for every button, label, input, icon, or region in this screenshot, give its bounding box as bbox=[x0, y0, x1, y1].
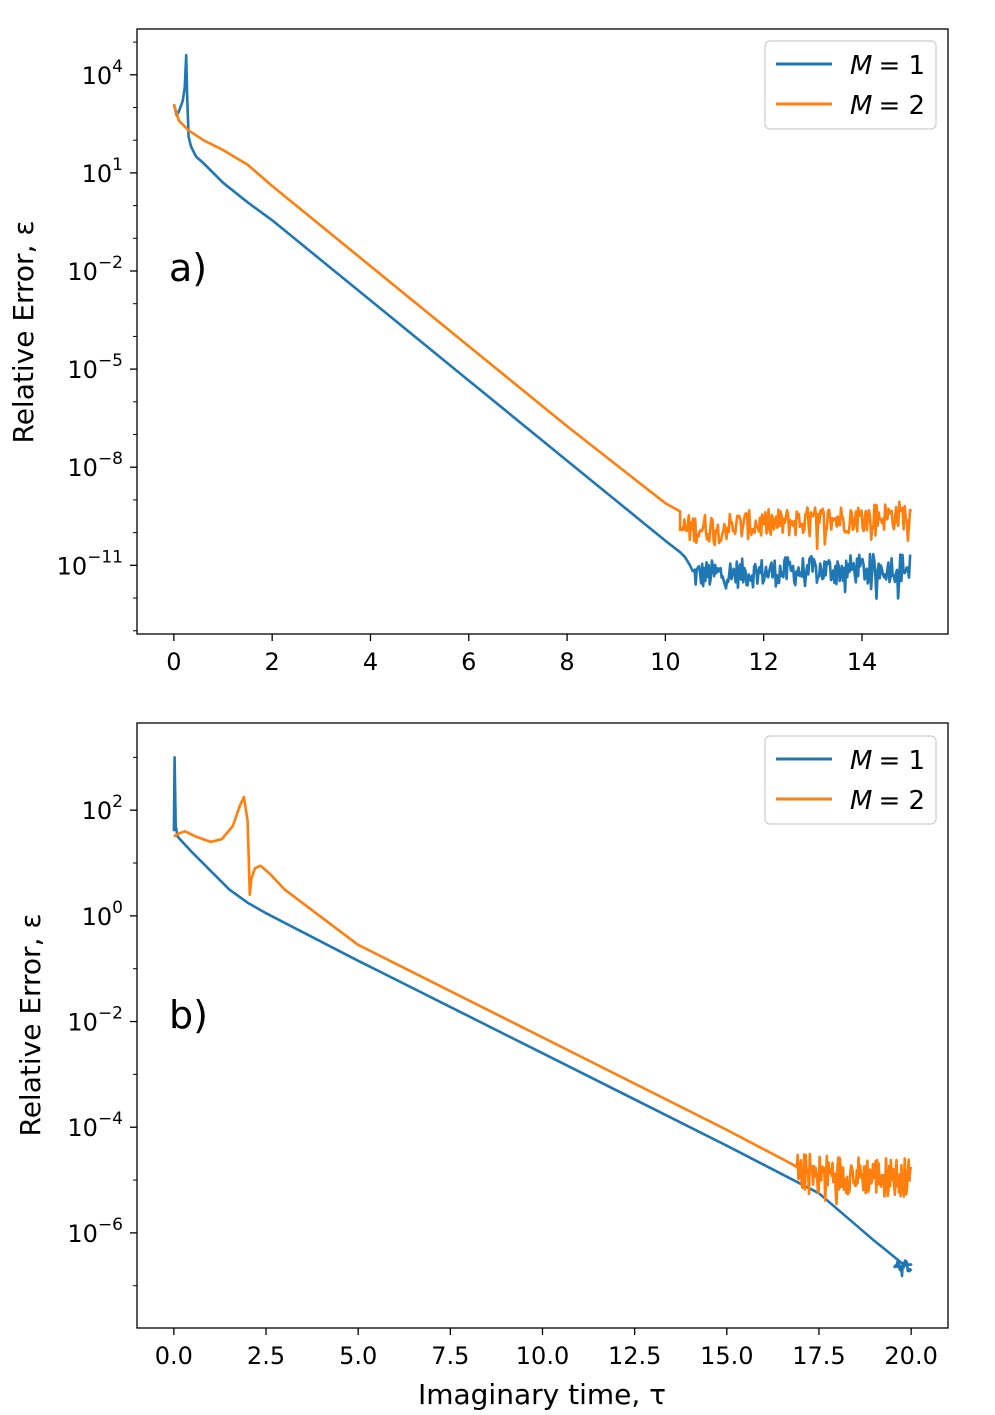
x-tick-label: 7.5 bbox=[431, 1342, 469, 1370]
x-tick-label: 8 bbox=[559, 648, 574, 676]
x-tick-label: 20.0 bbox=[884, 1342, 937, 1370]
x-tick-label: 0 bbox=[166, 648, 181, 676]
x-tick-label: 10.0 bbox=[516, 1342, 569, 1370]
y-tick-label: 10−5 bbox=[67, 351, 123, 384]
panel-b-ylabel: Relative Error, ε bbox=[14, 913, 47, 1136]
y-tick-label: 10−6 bbox=[67, 1215, 123, 1248]
y-tick-label: 10−8 bbox=[67, 449, 123, 482]
panel-a: 0 2 4 6 8 10 12 14 104 101 10−2 10−5 10−8 10−11 Rela… bbox=[7, 28, 949, 676]
y-tick-label: 101 bbox=[82, 155, 123, 188]
panel-b-legend-label-m1: M = 1 bbox=[850, 746, 925, 776]
x-tick-label: 6 bbox=[461, 648, 476, 676]
panel-a-series bbox=[172, 53, 913, 600]
panel-a-x-ticks: 0 2 4 6 8 10 12 14 bbox=[166, 634, 877, 676]
x-tick-label: 12.5 bbox=[608, 1342, 661, 1370]
panel-b-legend-label-m2: M = 2 bbox=[850, 786, 925, 816]
y-tick-label: 10−11 bbox=[57, 547, 123, 580]
panel-a-y-ticks: 104 101 10−2 10−5 10−8 10−11 bbox=[57, 41, 137, 632]
panel-b-series bbox=[172, 756, 913, 1278]
x-tick-label: 12 bbox=[748, 648, 779, 676]
x-tick-label: 15.0 bbox=[700, 1342, 753, 1370]
panel-a-legend-label-m1: M = 1 bbox=[850, 51, 925, 81]
panel-b-y-ticks: 102 100 10−2 10−4 10−6 bbox=[67, 756, 137, 1287]
panel-a-axes-frame bbox=[136, 28, 949, 635]
panel-b-x-ticks: 0.0 2.5 5.0 7.5 10.0 12.5 15.0 17.5 20.0 bbox=[155, 1328, 938, 1370]
panel-a-ylabel: Relative Error, ε bbox=[7, 220, 40, 443]
series-line-m2 bbox=[173, 795, 913, 1206]
x-tick-label: 2.5 bbox=[247, 1342, 285, 1370]
series-line-m1 bbox=[172, 53, 912, 600]
series-line-m2 bbox=[172, 103, 913, 550]
panel-b: 0.0 2.5 5.0 7.5 10.0 12.5 15.0 17.5 20.0 1021001… bbox=[14, 722, 949, 1411]
y-tick-label: 10−2 bbox=[67, 253, 123, 286]
x-tick-label: 2 bbox=[265, 648, 280, 676]
x-tick-label: 0.0 bbox=[155, 1342, 193, 1370]
panel-a-legend: M = 1 M = 2 bbox=[764, 40, 937, 130]
x-tick-label: 10 bbox=[650, 648, 681, 676]
panel-a-label: a) bbox=[169, 246, 207, 290]
panel-b-label: b) bbox=[169, 993, 208, 1037]
y-tick-label: 10−2 bbox=[67, 1004, 123, 1037]
panel-b-legend: M = 1 M = 2 bbox=[764, 735, 937, 825]
x-tick-label: 17.5 bbox=[792, 1342, 845, 1370]
y-tick-label: 10−4 bbox=[67, 1109, 123, 1142]
y-tick-label: 102 bbox=[82, 792, 123, 825]
panel-a-legend-label-m2: M = 2 bbox=[850, 91, 925, 121]
x-tick-label: 5.0 bbox=[339, 1342, 377, 1370]
y-tick-label: 100 bbox=[82, 898, 123, 931]
y-tick-label: 104 bbox=[82, 57, 123, 90]
x-tick-label: 4 bbox=[363, 648, 378, 676]
x-tick-label: 14 bbox=[847, 648, 878, 676]
series-line-m1 bbox=[172, 756, 913, 1278]
panel-b-xlabel: Imaginary time, τ bbox=[418, 1378, 666, 1411]
